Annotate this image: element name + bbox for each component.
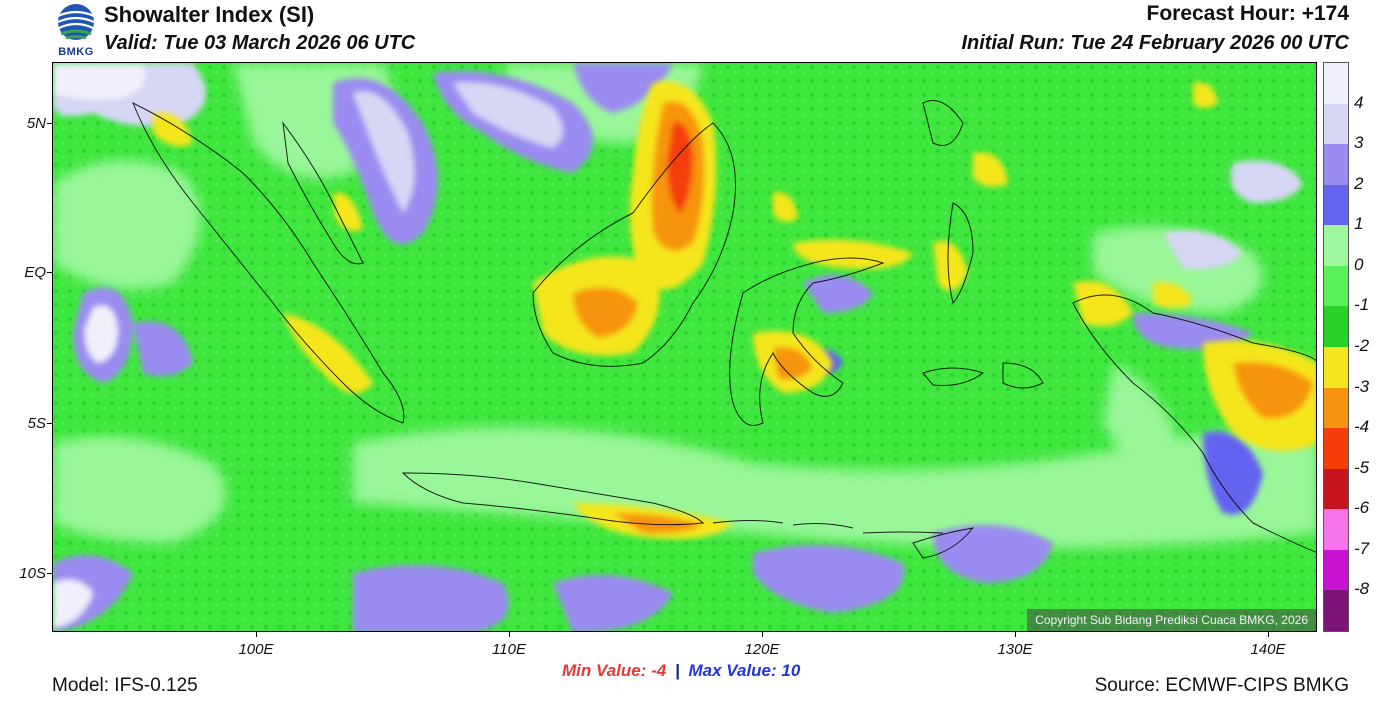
lon-label-140e: 140E xyxy=(1250,641,1286,658)
colorbar-label: -6 xyxy=(1354,498,1370,518)
lon-tick xyxy=(1015,632,1016,637)
logo-text: BMKG xyxy=(58,46,94,58)
copyright-notice: Copyright Sub Bidang Prediksi Cuaca BMKG… xyxy=(1027,609,1316,631)
colorbar-label: -4 xyxy=(1354,417,1370,437)
colorbar-label: 3 xyxy=(1354,133,1364,153)
lat-tick xyxy=(47,573,52,574)
lat-tick xyxy=(47,423,52,424)
lon-label-100e: 100E xyxy=(238,641,274,658)
colorbar-swatch xyxy=(1324,468,1348,510)
lon-tick xyxy=(1268,632,1269,637)
colorbar-label: -2 xyxy=(1354,336,1370,355)
valid-time: Valid: Tue 03 March 2026 06 UTC xyxy=(104,32,416,54)
model-info: Model: IFS-0.125 xyxy=(52,675,198,696)
lon-tick xyxy=(509,632,510,637)
colorbar-swatch xyxy=(1324,184,1348,226)
lat-tick xyxy=(47,272,52,273)
source-info: Source: ECMWF-CIPS BMKG xyxy=(1094,675,1349,696)
colorbar-label: -5 xyxy=(1354,457,1370,477)
lat-label-eq: EQ xyxy=(24,264,46,281)
colorbar-label: 0 xyxy=(1354,254,1364,274)
separator: | xyxy=(674,661,680,680)
min-label: Min Value: xyxy=(562,661,647,680)
map-field xyxy=(53,63,1316,631)
min-max-values: Min Value: -4 | Max Value: 10 xyxy=(562,661,800,681)
colorbar-swatch xyxy=(1324,509,1348,550)
lon-tick xyxy=(762,632,763,637)
lon-label-130e: 130E xyxy=(997,641,1033,658)
colorbar-swatch xyxy=(1324,428,1348,469)
map-title: Showalter Index (SI) xyxy=(104,2,315,27)
colorbar xyxy=(1323,62,1349,632)
colorbar-swatch xyxy=(1324,225,1348,266)
showalter-index-map: Copyright Sub Bidang Prediksi Cuaca BMKG… xyxy=(52,62,1317,632)
colorbar-swatch xyxy=(1324,590,1348,631)
lat-label-5n: 5N xyxy=(26,115,46,132)
lat-tick xyxy=(47,123,52,124)
lon-tick xyxy=(256,632,257,637)
colorbar-label: -3 xyxy=(1354,376,1370,396)
colorbar-swatch xyxy=(1324,306,1348,347)
lat-label-5s: 5S xyxy=(27,415,46,432)
max-value: 10 xyxy=(781,661,801,680)
colorbar-swatch xyxy=(1324,265,1348,307)
colorbar-swatch xyxy=(1324,103,1348,145)
max-label: Max Value: xyxy=(688,661,777,680)
lon-label-110e: 110E xyxy=(492,641,526,658)
colorbar-swatch xyxy=(1324,346,1348,388)
colorbar-swatch xyxy=(1324,387,1348,429)
colorbar-label: 2 xyxy=(1354,173,1364,193)
colorbar-swatch xyxy=(1324,549,1348,591)
lon-label-120e: 120E xyxy=(744,641,780,658)
lat-label-10s: 10S xyxy=(19,565,46,582)
bmkg-logo xyxy=(57,4,95,40)
colorbar-label: 4 xyxy=(1354,92,1364,112)
min-value: -4 xyxy=(651,661,667,680)
initial-run: Initial Run: Tue 24 February 2026 00 UTC xyxy=(961,32,1349,54)
colorbar-label: -7 xyxy=(1354,538,1370,558)
forecast-hour: Forecast Hour: +174 xyxy=(1146,2,1350,25)
colorbar-label: -1 xyxy=(1354,295,1370,315)
colorbar-swatch xyxy=(1324,63,1348,104)
colorbar-swatch xyxy=(1324,144,1348,185)
colorbar-label: 1 xyxy=(1354,214,1364,234)
colorbar-label: -8 xyxy=(1354,579,1370,599)
